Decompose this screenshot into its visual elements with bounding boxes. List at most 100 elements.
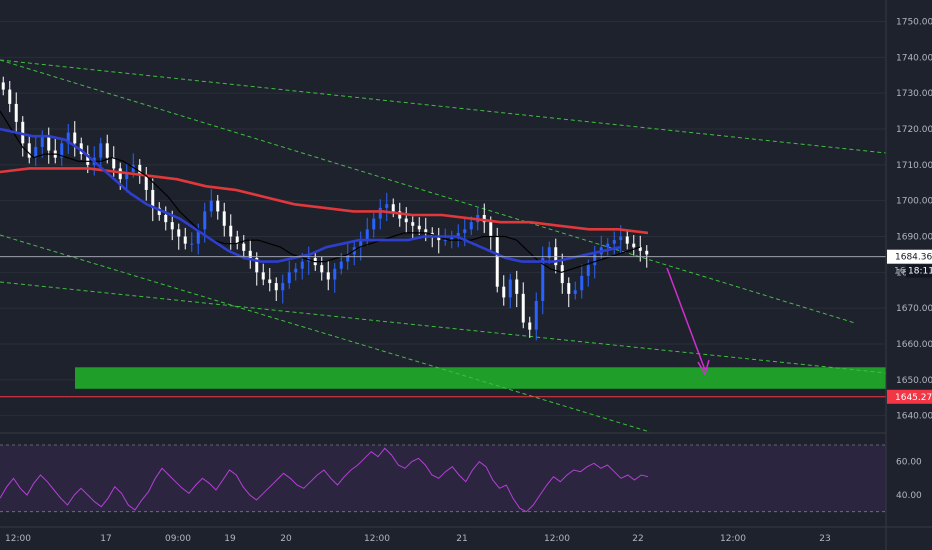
candle-body [547, 247, 551, 258]
time-tick-label: 09:00 [165, 534, 191, 544]
candle-body [235, 236, 239, 244]
rsi-line [0, 447, 649, 513]
candle-body [66, 132, 70, 144]
candle-body [268, 279, 272, 284]
candle-body [216, 200, 220, 212]
candle-body [326, 272, 330, 280]
trend-lines[interactable] [0, 59, 887, 433]
candle-body [151, 189, 155, 208]
candle-body [248, 250, 252, 258]
price-tick-label: 1740.000 [896, 53, 932, 63]
candle-body [573, 290, 577, 294]
time-axis[interactable]: 12:00 17 09:00 19 20 12:00 21 12:00 22 12:00 23 [0, 526, 932, 544]
candle-body [508, 279, 512, 298]
candle-body [131, 164, 135, 172]
trend-line [0, 281, 887, 374]
candle-body [632, 243, 636, 248]
candle-body [339, 261, 343, 269]
trend-line [0, 59, 887, 154]
candle-body [333, 268, 337, 280]
time-tick-label: 21 [456, 534, 467, 544]
price-tick-label: 1720.000 [896, 125, 932, 135]
candle-body [606, 243, 610, 248]
time-tick-label: 12:00 [364, 534, 390, 544]
candle-body [27, 143, 31, 158]
time-tick-label: 17 [100, 534, 111, 544]
rsi-band [0, 445, 886, 512]
price-tick-label: 1700.000 [896, 197, 932, 207]
candle-body [138, 164, 142, 176]
candle-body [417, 225, 421, 230]
candle-body [411, 222, 415, 226]
time-tick-label: 12:00 [5, 534, 31, 544]
candle-body [385, 204, 389, 208]
candle-body [261, 272, 265, 280]
candle-body [294, 268, 298, 273]
candle-body [619, 236, 623, 241]
support-zone[interactable] [75, 367, 886, 389]
price-tick-label: 1730.000 [896, 89, 932, 99]
ema-blue-line [0, 127, 621, 263]
price-tick-label: 1690.000 [896, 233, 932, 243]
candle-body [320, 265, 324, 273]
candle-body [489, 222, 493, 237]
time-tick-label: 12:00 [720, 534, 746, 544]
candle-body [112, 157, 116, 169]
price-levels [0, 256, 886, 398]
arrow-shaft [666, 267, 706, 371]
candle-body [612, 240, 616, 244]
candle-body [222, 211, 226, 226]
candle-body [365, 229, 369, 241]
moving-averages [0, 110, 649, 273]
ema-black-line [0, 110, 641, 273]
candle-body [118, 168, 122, 180]
candle-body [528, 322, 532, 330]
candle-body [196, 229, 200, 244]
price-tick-label: 1710.000 [896, 161, 932, 171]
candle-body [86, 154, 90, 165]
candle-body [645, 250, 649, 255]
candle-body [391, 204, 395, 212]
candle-body [274, 283, 278, 291]
candle-body [300, 261, 304, 269]
candle-body [378, 207, 382, 219]
candle-body [482, 215, 486, 223]
rsi-tick-label: 60.00 [896, 458, 922, 468]
candle-body [79, 143, 83, 155]
candle-body [534, 301, 538, 330]
candle-body [281, 283, 285, 291]
candle-body [463, 229, 467, 233]
candle-body [359, 240, 363, 248]
candle-body [1, 82, 5, 90]
price-tick-label: 1650.000 [896, 376, 932, 386]
price-axis[interactable]: 1750.000 1740.000 1730.000 1720.000 1710.000… [885, 0, 932, 550]
candle-body [47, 136, 51, 151]
candle-body [443, 240, 447, 242]
trend-line [0, 234, 651, 433]
countdown-tag [906, 264, 932, 278]
current-price-label: 1684.362 [895, 253, 932, 263]
candle-body [73, 132, 77, 144]
candle-body [398, 211, 402, 219]
price-tick-label: 1670.000 [896, 304, 932, 314]
projection-arrow[interactable] [666, 267, 710, 376]
time-tick-label: 22 [632, 534, 643, 544]
candle-body [521, 293, 525, 323]
candle-body [346, 254, 350, 262]
candle-body [157, 207, 161, 215]
trend-line [0, 59, 856, 324]
candle-body [8, 89, 12, 104]
current-price-tag [887, 249, 932, 264]
candle-body [287, 272, 291, 284]
partial-price-label: 16 [894, 267, 906, 277]
candle-body [14, 103, 18, 122]
candle-body [638, 247, 642, 251]
candle-body [99, 143, 103, 158]
candle-body [404, 218, 408, 223]
candle-body [424, 229, 428, 233]
candle-body [125, 172, 129, 180]
candle-body [170, 222, 174, 230]
candle-body [242, 243, 246, 251]
candle-body [105, 143, 109, 158]
